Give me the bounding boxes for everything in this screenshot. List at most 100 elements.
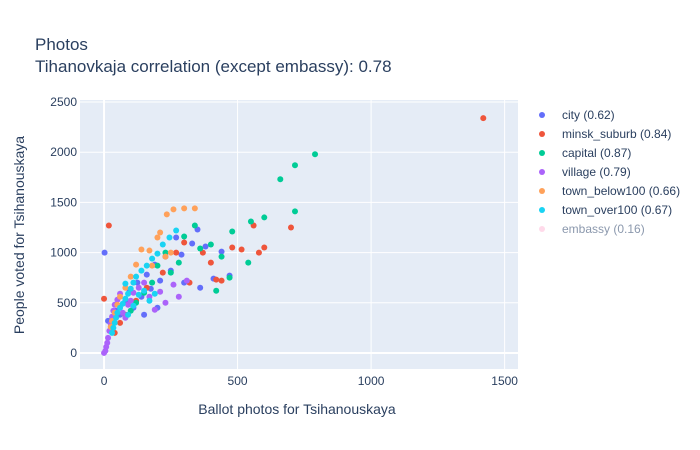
data-point[interactable] [110, 324, 117, 331]
data-point[interactable] [183, 277, 190, 284]
data-point[interactable] [149, 255, 156, 262]
data-point[interactable] [202, 243, 209, 250]
data-point[interactable] [154, 250, 161, 257]
data-point[interactable] [162, 299, 169, 306]
data-point[interactable] [163, 211, 170, 218]
data-point[interactable] [197, 284, 204, 291]
data-point[interactable] [261, 214, 268, 221]
data-point[interactable] [159, 241, 166, 248]
data-point[interactable] [113, 314, 120, 321]
data-point[interactable] [154, 262, 161, 269]
data-point[interactable] [178, 251, 185, 258]
data-point[interactable] [247, 218, 254, 225]
data-point[interactable] [261, 244, 268, 251]
data-point[interactable] [245, 259, 252, 266]
data-point[interactable] [149, 279, 156, 286]
data-point[interactable] [157, 288, 164, 295]
data-point[interactable] [181, 205, 188, 212]
data-point[interactable] [226, 274, 233, 281]
data-point[interactable] [125, 290, 132, 297]
data-point[interactable] [207, 241, 214, 248]
data-point[interactable] [117, 319, 124, 326]
legend-item[interactable]: town_below100 (0.66) [539, 184, 680, 198]
data-point[interactable] [154, 234, 161, 241]
data-point[interactable] [117, 304, 124, 311]
data-point[interactable] [229, 228, 236, 235]
data-point[interactable] [170, 206, 177, 213]
data-point[interactable] [114, 309, 121, 316]
data-point[interactable] [149, 262, 156, 269]
data-point[interactable] [104, 339, 111, 346]
data-point[interactable] [143, 262, 150, 269]
data-point[interactable] [238, 246, 245, 253]
legend-item[interactable]: capital (0.87) [539, 146, 631, 160]
data-point[interactable] [312, 151, 319, 158]
data-point[interactable] [159, 269, 166, 276]
data-point[interactable] [130, 279, 137, 286]
data-point[interactable] [138, 246, 145, 253]
data-point[interactable] [141, 311, 148, 318]
data-point[interactable] [111, 319, 118, 326]
data-point[interactable] [291, 208, 298, 215]
data-point[interactable] [133, 261, 140, 268]
data-point[interactable] [173, 227, 180, 234]
data-point[interactable] [157, 277, 164, 284]
data-point[interactable] [173, 249, 180, 256]
data-point[interactable] [255, 249, 262, 256]
data-point[interactable] [229, 244, 236, 251]
data-point[interactable] [117, 293, 124, 300]
data-point[interactable] [175, 259, 182, 266]
data-point[interactable] [146, 247, 153, 254]
data-point[interactable] [157, 229, 164, 236]
data-point[interactable] [151, 306, 158, 313]
data-point[interactable] [170, 281, 177, 288]
data-point[interactable] [151, 290, 158, 297]
data-point[interactable] [127, 285, 134, 292]
data-point[interactable] [146, 297, 153, 304]
data-point[interactable] [277, 176, 284, 183]
data-point[interactable] [189, 240, 196, 247]
legend-item[interactable]: embassy (0.16) [539, 222, 645, 236]
data-point[interactable] [218, 253, 225, 260]
data-point[interactable] [213, 287, 220, 294]
data-point[interactable] [181, 233, 188, 240]
data-point[interactable] [175, 293, 182, 300]
data-point[interactable] [105, 334, 112, 341]
data-point[interactable] [101, 249, 108, 256]
data-point[interactable] [218, 248, 225, 255]
data-point[interactable] [218, 277, 225, 284]
data-point[interactable] [127, 297, 134, 304]
data-point[interactable] [127, 273, 134, 280]
data-point[interactable] [173, 234, 180, 241]
legend-item[interactable]: town_over100 (0.67) [539, 203, 672, 217]
data-point[interactable] [197, 245, 204, 252]
data-point[interactable] [109, 329, 116, 336]
data-point[interactable] [287, 224, 294, 231]
data-point[interactable] [166, 234, 173, 241]
data-point[interactable] [167, 249, 174, 256]
data-point[interactable] [162, 253, 169, 260]
data-point[interactable] [130, 302, 137, 309]
legend-item[interactable]: village (0.79) [539, 165, 631, 179]
legend[interactable]: city (0.62) minsk_suburb (0.84) capital (0… [539, 108, 680, 236]
data-point[interactable] [119, 309, 126, 316]
data-point[interactable] [122, 280, 129, 287]
data-point[interactable] [105, 222, 112, 229]
data-point[interactable] [167, 269, 174, 276]
data-point[interactable] [181, 239, 188, 246]
data-point[interactable] [143, 271, 150, 278]
data-point[interactable] [141, 279, 148, 286]
data-point[interactable] [213, 276, 220, 283]
data-point[interactable] [135, 284, 142, 291]
data-point[interactable] [125, 311, 132, 318]
data-point[interactable] [122, 295, 129, 302]
legend-item[interactable]: minsk_suburb (0.84) [539, 127, 671, 141]
data-point[interactable] [191, 205, 198, 212]
data-point[interactable] [138, 267, 145, 274]
data-point[interactable] [480, 115, 487, 122]
data-point[interactable] [207, 259, 214, 266]
data-point[interactable] [101, 295, 108, 302]
data-point[interactable] [191, 222, 198, 229]
data-point[interactable] [141, 287, 148, 294]
data-point[interactable] [133, 273, 140, 280]
